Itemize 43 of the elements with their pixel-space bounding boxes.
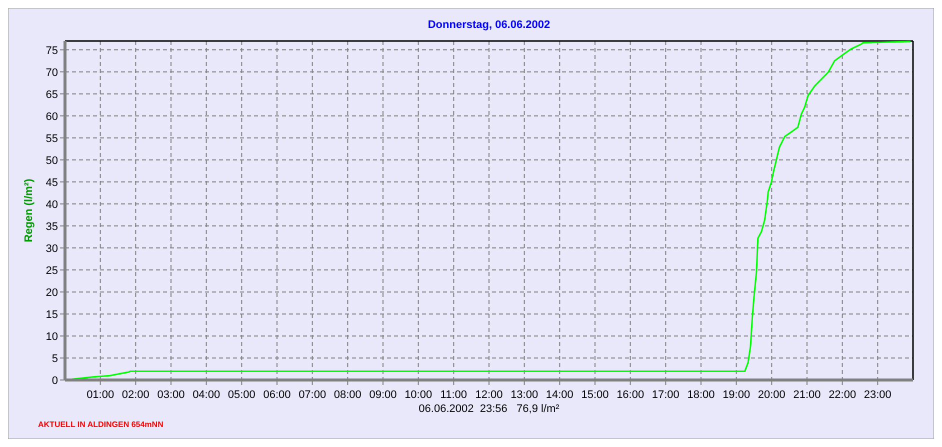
x-tick-label: 07:00 (298, 389, 326, 401)
x-tick-label: 01:00 (86, 389, 114, 401)
y-tick-label: 60 (46, 110, 58, 123)
x-tick-label: 19:00 (722, 389, 750, 401)
text: AKTUELL IN ALDINGEN 654mNN (38, 420, 164, 429)
x-tick-label: 05:00 (228, 389, 256, 401)
y-tick-label: 25 (46, 264, 58, 277)
x-tick-label: 10:00 (404, 389, 432, 401)
y-tick-label: 30 (46, 242, 58, 255)
x-tick-label: 20:00 (758, 389, 786, 401)
y-tick-label: 10 (46, 330, 58, 343)
text: 06.06.2002 23:56 76,9 l/m² (418, 403, 560, 415)
x-tick-label: 16:00 (616, 389, 644, 401)
y-tick-label: 65 (46, 88, 58, 101)
x-tick-label: 21:00 (793, 389, 821, 401)
y-tick-label: 5 (52, 352, 58, 365)
x-tick-label: 02:00 (122, 389, 150, 401)
x-tick-label: 14:00 (546, 389, 574, 401)
y-tick-label: 40 (46, 198, 58, 211)
x-tick-label: 08:00 (334, 389, 362, 401)
x-tick-label: 13:00 (510, 389, 538, 401)
x-tick-label: 17:00 (652, 389, 680, 401)
x-tick-label: 11:00 (440, 389, 468, 401)
x-tick-label: 22:00 (828, 389, 856, 401)
x-tick-label: 18:00 (687, 389, 715, 401)
y-tick-label: 75 (46, 44, 58, 57)
x-tick-label: 23:00 (864, 389, 892, 401)
y-tick-label: 45 (46, 176, 58, 189)
x-tick-label: 09:00 (369, 389, 397, 401)
y-tick-label: 15 (46, 308, 58, 321)
chart-title: Donnerstag, 06.06.2002 (428, 19, 550, 31)
y-tick-label: 20 (46, 286, 58, 299)
y-tick-label: 70 (46, 66, 58, 79)
y-axis-title: Regen (l/m²) (23, 178, 35, 242)
x-tick-label: 04:00 (192, 389, 220, 401)
x-tick-label: 03:00 (157, 389, 185, 401)
x-tick-label: 15:00 (581, 389, 609, 401)
y-tick-label: 0 (52, 375, 58, 387)
x-tick-label: 06:00 (263, 389, 291, 401)
y-tick-label: 50 (46, 154, 58, 167)
y-tick-label: 55 (46, 132, 58, 145)
y-tick-label: 35 (46, 220, 58, 233)
x-tick-label: 12:00 (475, 389, 503, 401)
